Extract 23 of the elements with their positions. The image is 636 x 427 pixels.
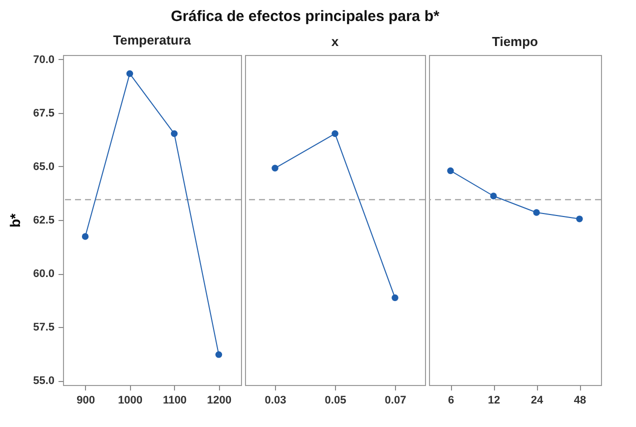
x-axis-title: Tiempo	[492, 34, 538, 49]
x-tick-label: 48	[574, 394, 586, 406]
x-tick-label: 0.05	[324, 394, 346, 406]
x-tick-label: 0.07	[384, 394, 406, 406]
x-tick-label: 6	[448, 394, 454, 406]
y-tick-label: 67.5	[33, 107, 54, 120]
y-tick-label: 55.0	[33, 375, 54, 388]
y-tick-label: 60.0	[33, 268, 54, 280]
x-axis-title: Temperatura	[113, 32, 192, 48]
y-axis-title: b*	[7, 212, 24, 228]
x-tick-label: 24	[530, 394, 544, 406]
y-tick-label: 62.5	[33, 214, 54, 226]
y-tick-label: 70.0	[33, 54, 54, 66]
x-axis-title: x	[331, 34, 340, 49]
x-tick-label: 900	[76, 394, 95, 406]
y-tick-label: 65.0	[33, 160, 54, 173]
x-tick-label: 12	[488, 394, 500, 406]
x-tick-label: 1000	[118, 394, 142, 406]
x-tick-label: 0.03	[264, 394, 286, 406]
x-tick-label: 1100	[162, 394, 187, 406]
x-tick-label: 1200	[207, 394, 232, 406]
y-tick-label: 57.5	[33, 322, 54, 334]
text: Gráfica de efectos principales para b*	[170, 8, 440, 25]
